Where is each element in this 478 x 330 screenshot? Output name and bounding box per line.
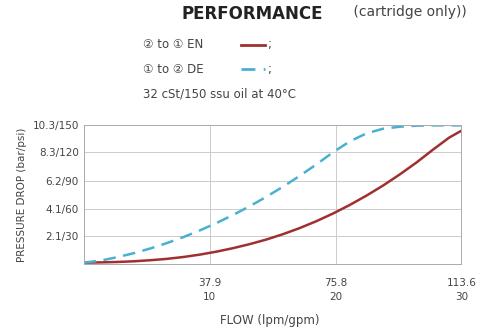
Text: 37.9: 37.9 xyxy=(198,278,221,288)
Text: ② to ① EN: ② to ① EN xyxy=(143,38,211,51)
Text: 10: 10 xyxy=(203,292,216,302)
Text: (cartridge only)): (cartridge only)) xyxy=(349,5,467,19)
Text: 32 cSt/150 ssu oil at 40°C: 32 cSt/150 ssu oil at 40°C xyxy=(143,87,296,101)
Text: 20: 20 xyxy=(329,292,342,302)
Text: ;: ; xyxy=(267,63,271,76)
Text: 30: 30 xyxy=(455,292,468,302)
Text: 113.6: 113.6 xyxy=(446,278,476,288)
Text: FLOW (lpm/gpm): FLOW (lpm/gpm) xyxy=(220,314,320,327)
Text: PERFORMANCE: PERFORMANCE xyxy=(182,5,323,23)
Text: 75.8: 75.8 xyxy=(324,278,347,288)
Y-axis label: PRESSURE DROP (bar/psi): PRESSURE DROP (bar/psi) xyxy=(17,127,27,262)
Text: ① to ② DE: ① to ② DE xyxy=(143,63,212,76)
Text: ;: ; xyxy=(267,38,271,51)
